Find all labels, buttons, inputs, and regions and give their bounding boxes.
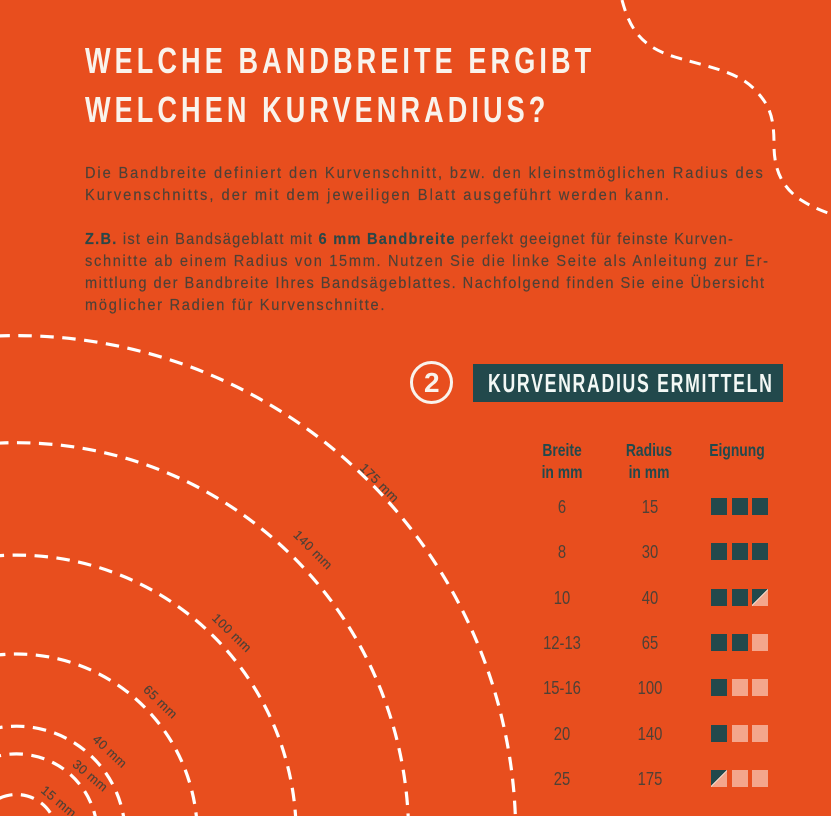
svg-text:65 mm: 65 mm <box>140 682 180 722</box>
svg-text:40 mm: 40 mm <box>90 732 131 771</box>
svg-text:140 mm: 140 mm <box>290 527 335 572</box>
svg-text:30 mm: 30 mm <box>70 756 112 794</box>
svg-text:175 mm: 175 mm <box>357 460 402 505</box>
svg-text:100 mm: 100 mm <box>209 610 255 655</box>
svg-text:15 mm: 15 mm <box>38 782 80 816</box>
